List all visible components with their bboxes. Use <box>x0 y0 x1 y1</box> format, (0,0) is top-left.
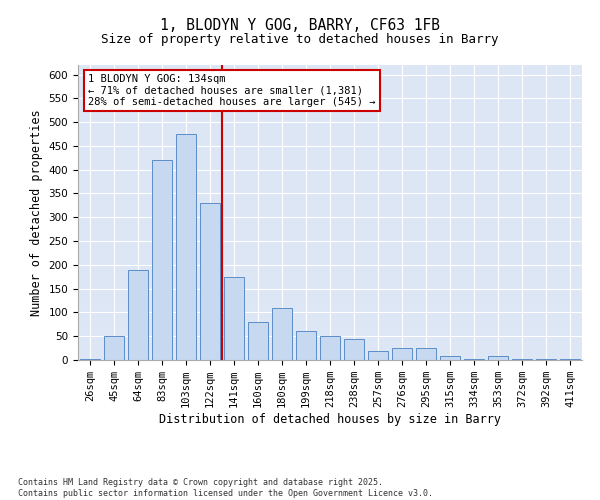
Text: 1 BLODYN Y GOG: 134sqm
← 71% of detached houses are smaller (1,381)
28% of semi-: 1 BLODYN Y GOG: 134sqm ← 71% of detached… <box>88 74 376 107</box>
Text: Size of property relative to detached houses in Barry: Size of property relative to detached ho… <box>101 32 499 46</box>
Bar <box>392 348 412 360</box>
Bar <box>176 134 196 360</box>
Bar <box>464 358 484 360</box>
Bar <box>104 336 124 360</box>
Bar <box>368 352 388 360</box>
X-axis label: Distribution of detached houses by size in Barry: Distribution of detached houses by size … <box>159 413 501 426</box>
Text: 1, BLODYN Y GOG, BARRY, CF63 1FB: 1, BLODYN Y GOG, BARRY, CF63 1FB <box>160 18 440 32</box>
Y-axis label: Number of detached properties: Number of detached properties <box>30 109 43 316</box>
Bar <box>224 276 244 360</box>
Bar <box>488 356 508 360</box>
Bar <box>512 358 532 360</box>
Bar <box>152 160 172 360</box>
Bar <box>296 332 316 360</box>
Bar <box>128 270 148 360</box>
Bar <box>344 338 364 360</box>
Bar <box>320 336 340 360</box>
Bar <box>440 356 460 360</box>
Bar <box>80 358 100 360</box>
Bar <box>272 308 292 360</box>
Bar <box>536 358 556 360</box>
Bar <box>416 348 436 360</box>
Bar <box>560 358 580 360</box>
Bar <box>248 322 268 360</box>
Text: Contains HM Land Registry data © Crown copyright and database right 2025.
Contai: Contains HM Land Registry data © Crown c… <box>18 478 433 498</box>
Bar <box>200 203 220 360</box>
